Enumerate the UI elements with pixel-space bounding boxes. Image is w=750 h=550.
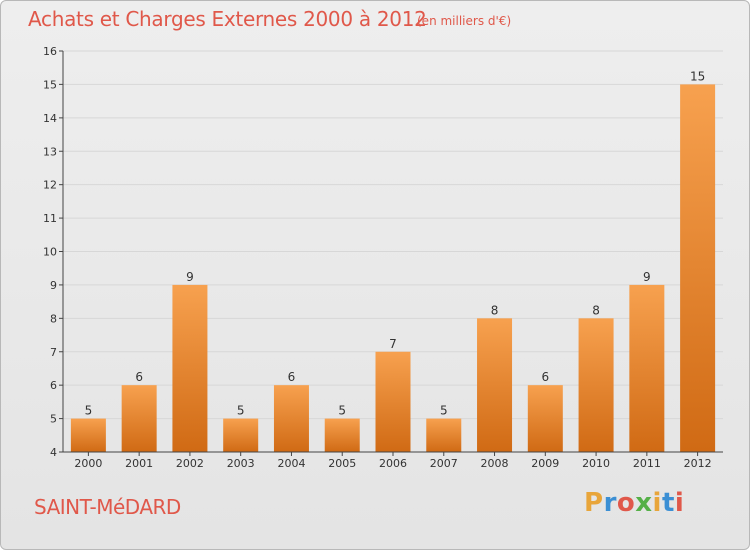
value-label-2008: 8 bbox=[491, 303, 499, 317]
x-tick-label-2010: 2010 bbox=[582, 457, 610, 470]
bar-2007 bbox=[426, 418, 462, 452]
y-tick-label-16: 16 bbox=[43, 45, 57, 58]
bar-2001 bbox=[121, 385, 157, 452]
x-tick-label-2008: 2008 bbox=[481, 457, 509, 470]
value-label-2004: 6 bbox=[288, 370, 296, 384]
value-label-2006: 7 bbox=[389, 337, 397, 351]
y-tick-label-14: 14 bbox=[43, 112, 57, 125]
y-tick-label-9: 9 bbox=[50, 279, 57, 292]
y-tick-label-5: 5 bbox=[50, 413, 57, 426]
value-label-2002: 9 bbox=[186, 270, 194, 284]
bar-2000 bbox=[70, 418, 106, 452]
bar-2008 bbox=[477, 318, 513, 452]
x-tick-label-2001: 2001 bbox=[125, 457, 153, 470]
chart-subtitle: (en milliers d'€) bbox=[417, 14, 512, 28]
x-tick-label-2011: 2011 bbox=[633, 457, 661, 470]
bar-2012 bbox=[680, 84, 716, 453]
x-tick-label-2012: 2012 bbox=[684, 457, 712, 470]
value-label-2003: 5 bbox=[237, 404, 245, 418]
x-tick-label-2004: 2004 bbox=[277, 457, 305, 470]
y-tick-label-4: 4 bbox=[50, 446, 57, 459]
value-label-2009: 6 bbox=[541, 370, 549, 384]
value-label-2000: 5 bbox=[85, 404, 93, 418]
x-tick-label-2000: 2000 bbox=[74, 457, 102, 470]
logo-letter: P bbox=[584, 488, 604, 518]
proxiti-logo: Proxiti bbox=[584, 488, 684, 518]
y-tick-label-12: 12 bbox=[43, 179, 57, 192]
value-label-2011: 9 bbox=[643, 270, 651, 284]
y-tick-label-11: 11 bbox=[43, 212, 57, 225]
commune-name: SAINT-MéDARD bbox=[34, 495, 181, 519]
bar-2006 bbox=[375, 351, 411, 452]
logo-letter: i bbox=[652, 488, 662, 518]
logo-letter: o bbox=[616, 488, 636, 518]
bar-2005 bbox=[324, 418, 360, 452]
chart-title: Achats et Charges Externes 2000 à 2012 bbox=[28, 7, 427, 31]
bar-2011 bbox=[629, 284, 665, 452]
logo-letter: t bbox=[661, 488, 675, 518]
y-tick-label-8: 8 bbox=[50, 312, 57, 325]
bar-2004 bbox=[273, 385, 309, 452]
y-tick-label-10: 10 bbox=[43, 246, 57, 259]
bar-2010 bbox=[578, 318, 614, 452]
value-label-2010: 8 bbox=[592, 303, 600, 317]
x-tick-label-2007: 2007 bbox=[430, 457, 458, 470]
y-tick-label-6: 6 bbox=[50, 379, 57, 392]
x-tick-label-2002: 2002 bbox=[176, 457, 204, 470]
x-tick-label-2005: 2005 bbox=[328, 457, 356, 470]
value-label-2007: 5 bbox=[440, 404, 448, 418]
x-tick-label-2003: 2003 bbox=[227, 457, 255, 470]
y-tick-label-15: 15 bbox=[43, 78, 57, 91]
value-label-2005: 5 bbox=[338, 404, 346, 418]
x-tick-label-2009: 2009 bbox=[531, 457, 559, 470]
logo-letter: x bbox=[635, 488, 653, 518]
value-label-2001: 6 bbox=[135, 370, 143, 384]
logo-letter: r bbox=[603, 488, 617, 518]
y-tick-label-13: 13 bbox=[43, 145, 57, 158]
x-tick-label-2006: 2006 bbox=[379, 457, 407, 470]
value-label-2012: 15 bbox=[690, 69, 705, 83]
bar-2003 bbox=[223, 418, 259, 452]
y-tick-label-7: 7 bbox=[50, 346, 57, 359]
bar-2009 bbox=[527, 385, 563, 452]
bar-2002 bbox=[172, 284, 208, 452]
logo-letter: i bbox=[674, 488, 685, 518]
